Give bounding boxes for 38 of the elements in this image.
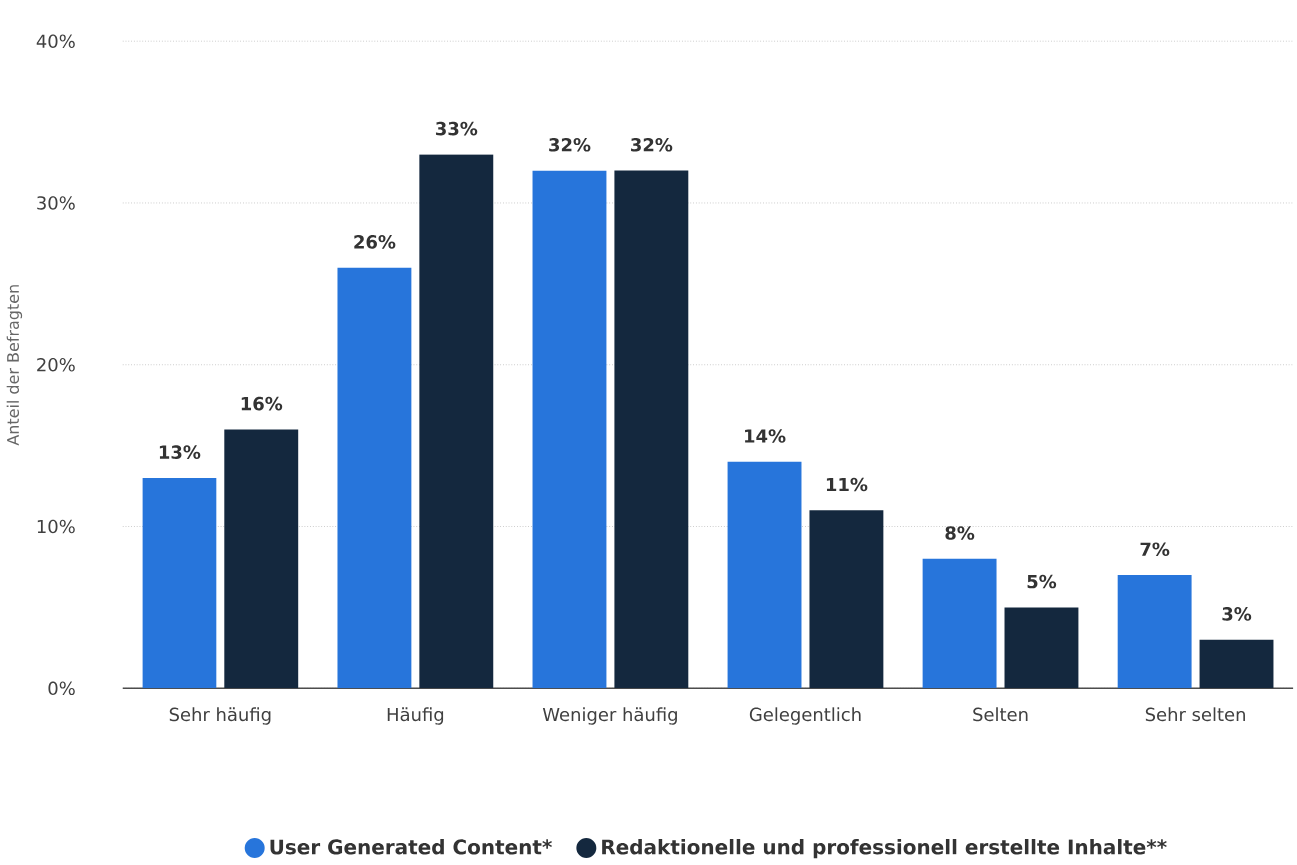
bar xyxy=(1117,574,1192,689)
data-label: 5% xyxy=(1027,574,1057,589)
bar xyxy=(1004,607,1079,689)
y-tick-label: 10% xyxy=(37,519,75,534)
data-label: 14% xyxy=(745,429,786,443)
data-label: 26% xyxy=(354,234,396,249)
data-label: 8% xyxy=(945,526,975,540)
data-label: 7% xyxy=(1140,542,1170,556)
bar xyxy=(614,170,689,689)
bar xyxy=(922,558,997,689)
legend-label: User Generated Content* xyxy=(270,838,552,855)
data-label: 33% xyxy=(435,121,478,136)
y-tick-label: 20% xyxy=(37,357,75,372)
y-axis-title: Anteil der Befragten xyxy=(6,285,23,446)
bar xyxy=(532,170,607,689)
x-tick-label: Selten xyxy=(973,707,1028,722)
y-tick-label: 40% xyxy=(36,34,75,48)
bar xyxy=(727,461,802,689)
x-tick-label: Gelegentlich xyxy=(749,707,861,725)
data-label: 3% xyxy=(1222,607,1252,621)
bar xyxy=(1199,639,1274,689)
y-tick-label: 30% xyxy=(37,196,75,210)
legend-label: Redaktionelle und professionell erstellte Inhalte** xyxy=(602,838,1167,859)
y-tick-label: 0% xyxy=(48,681,75,695)
x-tick-label: Häufig xyxy=(387,707,444,725)
x-tick-label: Weniger häufig xyxy=(542,707,677,725)
bar xyxy=(809,510,884,689)
data-label: 16% xyxy=(241,396,283,411)
bar xyxy=(142,477,217,689)
data-label: 32% xyxy=(549,137,591,152)
bar xyxy=(224,429,299,689)
bar xyxy=(419,154,494,689)
data-label: 32% xyxy=(631,137,673,152)
x-tick-label: Sehr selten xyxy=(1145,707,1245,722)
data-label: 13% xyxy=(159,445,201,459)
data-label: 11% xyxy=(826,477,868,492)
x-tick-label: Sehr häufig xyxy=(169,707,271,725)
bar xyxy=(337,267,412,689)
